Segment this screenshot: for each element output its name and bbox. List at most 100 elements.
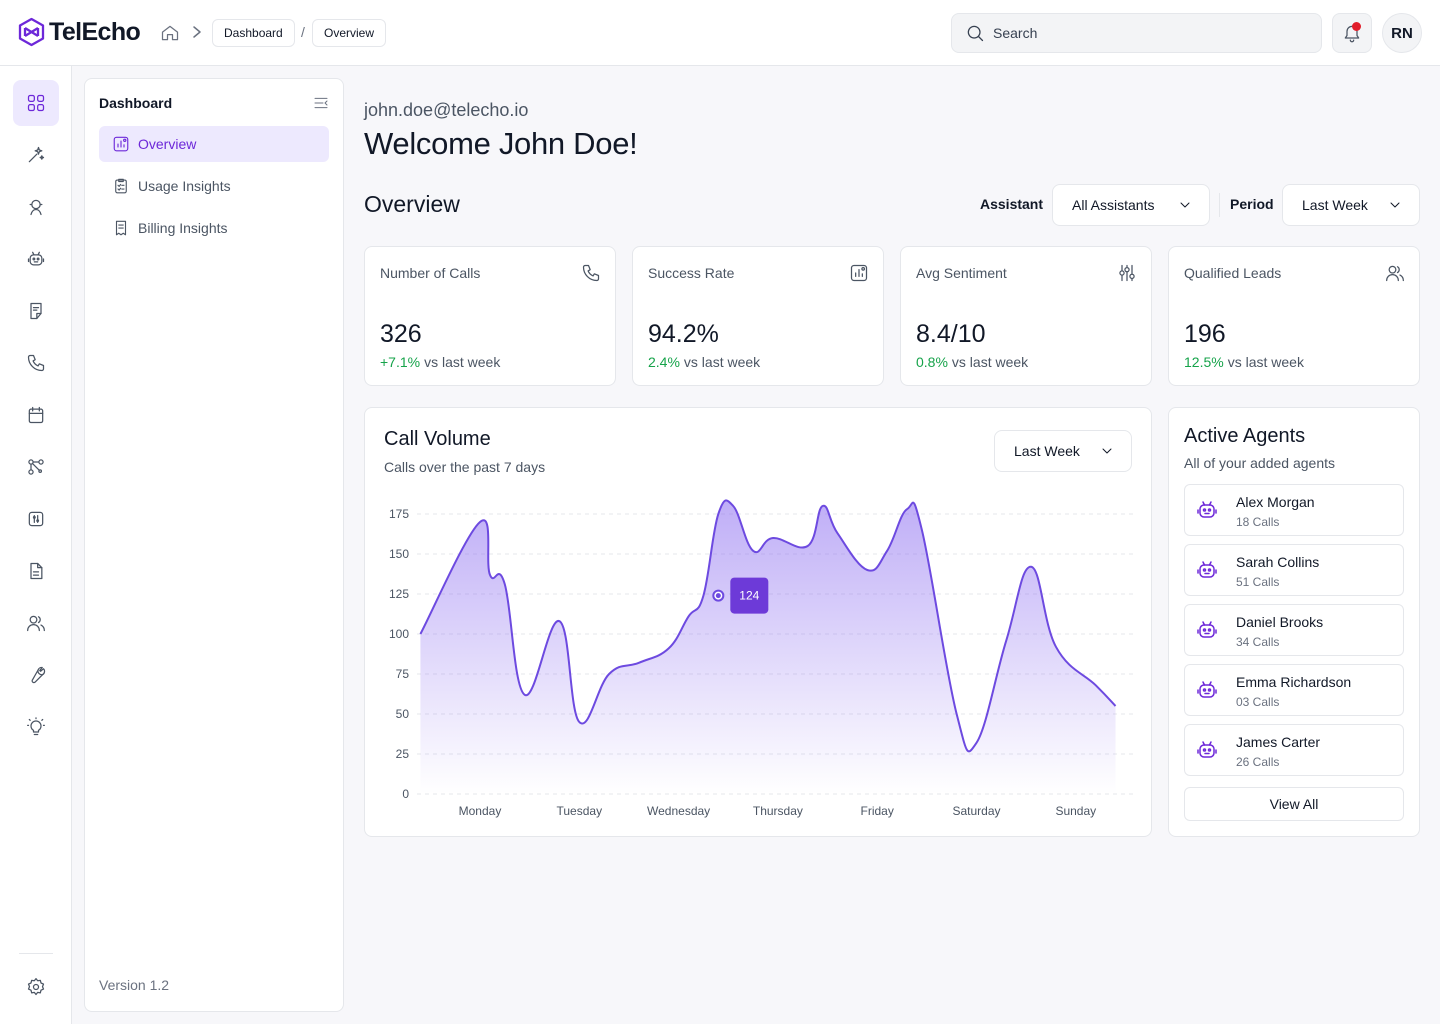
period-select[interactable]: Last Week — [1282, 184, 1420, 226]
assistant-select[interactable]: All Assistants — [1052, 184, 1210, 226]
app-version: Version 1.2 — [99, 977, 170, 993]
chevron-down-icon — [1387, 197, 1403, 213]
stat-value: 196 — [1184, 320, 1226, 348]
highlight-point-center — [715, 593, 721, 599]
x-tick-label: Thursday — [753, 804, 803, 818]
stat-value: 326 — [380, 320, 422, 348]
y-tick-label: 100 — [389, 627, 409, 641]
phone-icon — [581, 263, 601, 283]
rail-bots[interactable] — [13, 236, 59, 282]
stat-change-suffix: vs last week — [1227, 354, 1304, 370]
home-icon[interactable] — [160, 23, 180, 43]
page-title: Welcome John Doe! — [364, 126, 638, 161]
chevron-down-icon — [1177, 197, 1193, 213]
search-input[interactable] — [993, 25, 1293, 41]
agent-item[interactable]: Sarah Collins 51 Calls — [1184, 544, 1404, 596]
clipboard-icon — [112, 177, 130, 195]
bot-icon — [1195, 558, 1219, 582]
stat-change-suffix: vs last week — [951, 354, 1029, 370]
agents-title: Active Agents — [1184, 425, 1306, 447]
period-label: Period — [1230, 196, 1274, 212]
stat-change-percent: 2.4% — [648, 354, 680, 370]
bot-icon — [1195, 498, 1219, 522]
sidebar-title: Dashboard — [99, 95, 173, 111]
section-title: Overview — [364, 191, 460, 217]
stat-change-suffix: vs last week — [683, 354, 761, 370]
icon-rail — [0, 66, 72, 1024]
stat-card-sentiment: Avg Sentiment 8.4/10 0.8% vs last week — [900, 246, 1152, 386]
stat-change: +7.1% vs last week — [380, 354, 500, 370]
search-icon — [965, 23, 985, 43]
chevron-right-icon — [190, 23, 204, 41]
toggles-icon — [26, 509, 46, 529]
call-volume-chart: 0 25 50 75 100 125 150 175 Monday Tuesday Wednesda… — [389, 499, 1133, 818]
stat-change-percent: 0.8% — [916, 354, 948, 370]
sparkles-icon — [26, 145, 46, 165]
rail-controls[interactable] — [13, 496, 59, 542]
x-tick-label: Wednesday — [647, 804, 710, 818]
rail-ideas[interactable] — [13, 704, 59, 750]
rail-calendar[interactable] — [13, 392, 59, 438]
agent-item[interactable]: James Carter 26 Calls — [1184, 724, 1404, 776]
assistant-label: Assistant — [980, 196, 1044, 212]
calendar-icon — [26, 405, 46, 425]
chart-subtitle: Calls over the past 7 days — [384, 459, 546, 475]
y-tick-label: 0 — [402, 787, 409, 801]
sidebar-item-label: Overview — [138, 136, 197, 152]
app-logo[interactable]: TelEcho — [18, 17, 141, 47]
agent-item[interactable]: Daniel Brooks 34 Calls — [1184, 604, 1404, 656]
dashboard-sidebar: Dashboard Overview Usage Insights Billin… — [84, 78, 344, 1012]
bot-icon — [1195, 738, 1219, 762]
rail-users[interactable] — [13, 600, 59, 646]
collapse-sidebar-icon[interactable] — [313, 95, 329, 111]
rail-calls[interactable] — [13, 340, 59, 386]
document-icon — [26, 561, 46, 581]
chart-icon — [849, 263, 869, 283]
y-tick-label: 75 — [396, 667, 410, 681]
x-tick-label: Tuesday — [557, 804, 603, 818]
chart-period-select[interactable]: Last Week — [994, 430, 1132, 472]
avatar[interactable]: RN — [1382, 13, 1422, 53]
agent-item[interactable]: Emma Richardson 03 Calls — [1184, 664, 1404, 716]
agent-calls: 26 Calls — [1236, 755, 1280, 769]
rail-tools[interactable] — [13, 652, 59, 698]
rail-workflows[interactable] — [13, 444, 59, 490]
users-icon — [1385, 263, 1405, 283]
sliders-icon — [1117, 263, 1137, 283]
notification-dot — [1352, 22, 1361, 31]
x-tick-label: Monday — [459, 804, 502, 818]
rail-ai[interactable] — [13, 132, 59, 178]
rail-dashboard[interactable] — [13, 80, 59, 126]
sidebar-item-usage-insights[interactable]: Usage Insights — [99, 168, 329, 204]
sidebar-item-billing-insights[interactable]: Billing Insights — [99, 210, 329, 246]
chart-icon — [112, 135, 130, 153]
stat-card-success-rate: Success Rate 94.2% 2.4% vs last week — [632, 246, 884, 386]
view-all-button[interactable]: View All — [1184, 787, 1404, 821]
breadcrumb-separator: / — [301, 24, 305, 40]
bot-icon — [1195, 678, 1219, 702]
rail-notes[interactable] — [13, 288, 59, 334]
rail-agents[interactable] — [13, 184, 59, 230]
search-box[interactable] — [951, 13, 1322, 53]
settings-icon — [26, 977, 46, 997]
agent-name: Daniel Brooks — [1236, 614, 1324, 630]
series-line — [419, 499, 1117, 753]
period-select-value: Last Week — [1302, 197, 1368, 213]
grid-icon — [26, 93, 46, 113]
agent-name: Sarah Collins — [1236, 554, 1320, 570]
notifications-button[interactable] — [1332, 13, 1372, 53]
wrench-icon — [26, 665, 46, 685]
rail-documents[interactable] — [13, 548, 59, 594]
stat-value: 94.2% — [648, 320, 719, 348]
sidebar-item-overview[interactable]: Overview — [99, 126, 329, 162]
agent-calls: 18 Calls — [1236, 515, 1280, 529]
tooltip-box — [730, 577, 769, 614]
rail-settings[interactable] — [13, 964, 59, 1010]
y-tick-label: 25 — [396, 747, 410, 761]
breadcrumb-overview[interactable]: Overview — [312, 19, 387, 47]
x-tick-label: Sunday — [1055, 804, 1096, 818]
breadcrumb-dashboard[interactable]: Dashboard — [212, 19, 295, 47]
x-tick-label: Friday — [861, 804, 894, 818]
agent-item[interactable]: Alex Morgan 18 Calls — [1184, 484, 1404, 536]
stat-card-leads: Qualified Leads 196 12.5% vs last week — [1168, 246, 1420, 386]
